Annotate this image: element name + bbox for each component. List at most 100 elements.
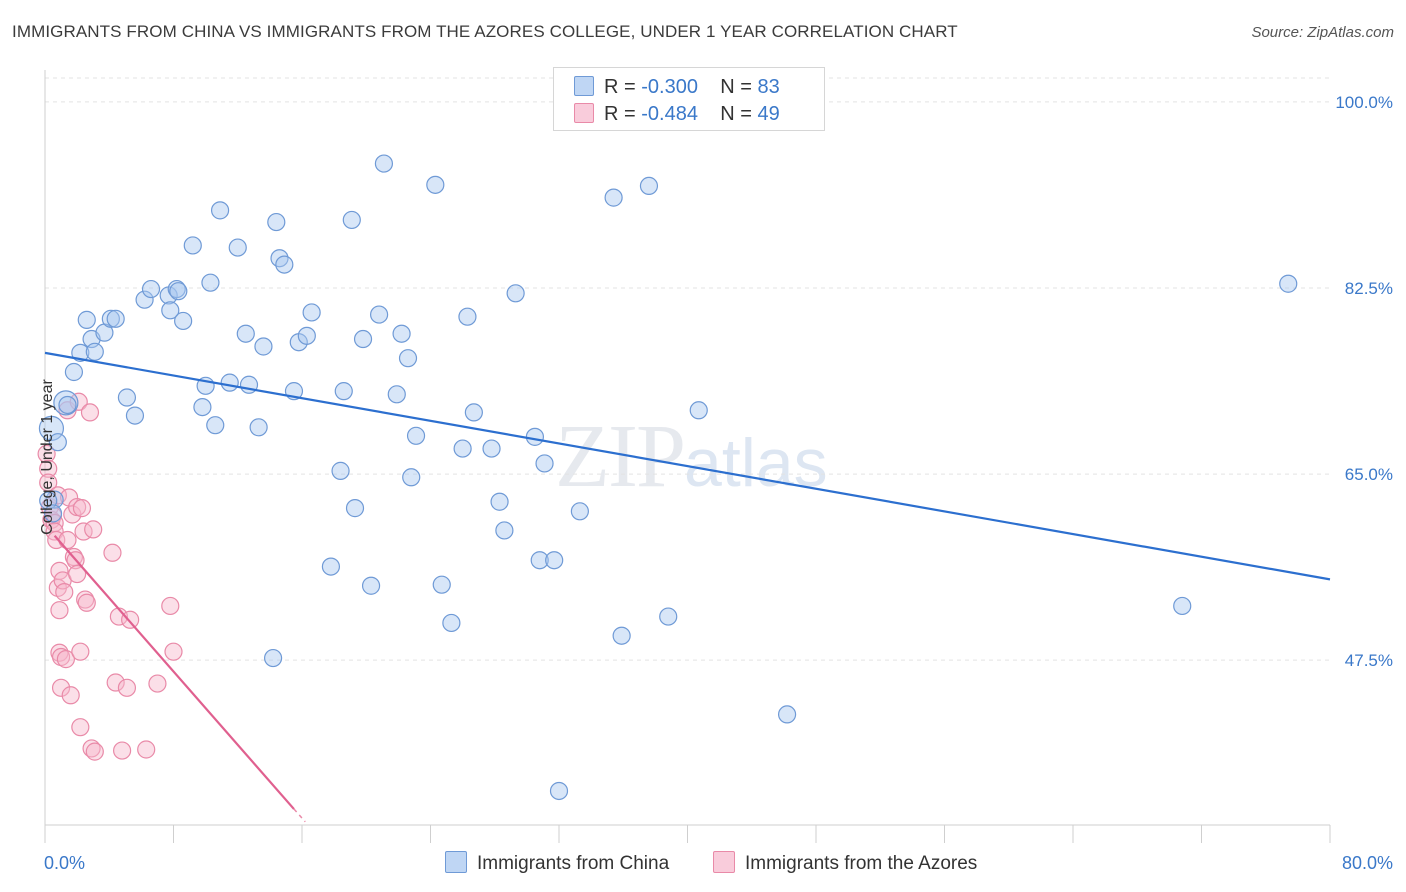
data-point-china: [275, 255, 294, 274]
data-point-china: [374, 154, 394, 173]
data-point-azores: [106, 673, 125, 692]
data-point-china: [45, 490, 64, 509]
data-point-azores: [137, 740, 156, 759]
legend-n-value: 49: [757, 103, 780, 125]
data-point-azores: [148, 674, 167, 693]
data-point-azores: [61, 686, 80, 705]
data-point-china: [506, 284, 525, 303]
data-point-china: [345, 499, 365, 518]
data-point-china: [342, 210, 361, 230]
data-point-china: [639, 176, 659, 196]
legend-swatch-china: [445, 851, 467, 873]
data-point-china: [71, 343, 90, 362]
data-point-china: [201, 273, 220, 292]
data-point-china: [169, 282, 188, 301]
data-point-china: [402, 468, 421, 487]
legend-label-azores: Immigrants from the Azores: [745, 853, 978, 874]
legend-row-china: R = -0.300 N = 83: [574, 76, 780, 99]
data-point-azores: [69, 392, 88, 411]
data-point-china: [334, 382, 353, 401]
data-point-azores: [55, 583, 74, 602]
data-point-china: [210, 201, 230, 220]
trendline-azores-extension: [293, 808, 306, 823]
grid: [45, 77, 1330, 661]
data-point-china: [228, 238, 247, 257]
data-point-china: [495, 521, 514, 540]
data-point-china: [206, 416, 225, 435]
data-point-china: [689, 401, 708, 420]
watermark-zip: ZIP: [555, 407, 686, 506]
x-tick-label: 0.0%: [44, 853, 85, 873]
data-point-china: [38, 415, 65, 441]
data-point-china: [58, 395, 77, 415]
data-point-china: [432, 575, 451, 594]
data-point-azores: [84, 520, 103, 539]
data-point-azores: [37, 444, 56, 463]
legend-swatch-china: [574, 76, 594, 96]
data-point-china: [101, 309, 120, 328]
data-point-china: [464, 403, 483, 422]
data-point-china: [398, 349, 418, 368]
data-point-china: [545, 551, 564, 570]
trendline-azores: [53, 535, 295, 810]
watermark-atlas: atlas: [684, 425, 828, 501]
legend-swatch-azores: [574, 103, 594, 123]
data-point-china: [406, 426, 426, 445]
data-point-china: [106, 309, 125, 328]
legend-label-china: Immigrants from China: [477, 853, 670, 874]
data-point-china: [1279, 274, 1298, 293]
data-point-azores: [50, 601, 69, 620]
axes: [44, 70, 1331, 843]
legend-item-china[interactable]: Immigrants from China: [445, 851, 669, 875]
chart-title: IMMIGRANTS FROM CHINA VS IMMIGRANTS FROM…: [12, 22, 958, 41]
data-point-azores: [39, 459, 58, 478]
data-point-china: [482, 439, 501, 458]
legend-item-azores[interactable]: Immigrants from the Azores: [713, 851, 977, 875]
data-point-azores: [161, 596, 180, 616]
data-point-azores: [164, 642, 183, 661]
legend-swatch-azores: [713, 851, 735, 873]
data-point-azores: [103, 543, 122, 562]
data-point-china: [392, 324, 411, 343]
legend-r-label: R =: [604, 76, 642, 98]
y-tick-label: 47.5%: [1345, 651, 1393, 670]
y-tick-label: 65.0%: [1345, 465, 1393, 484]
data-point-china: [297, 326, 316, 345]
legend-r-value: -0.300: [641, 76, 698, 98]
data-point-china: [302, 303, 321, 322]
y-tick-label: 82.5%: [1345, 279, 1393, 298]
data-point-china: [490, 492, 509, 511]
stats-legend: R = -0.300 N = 83 R = -0.484 N = 49: [553, 67, 825, 131]
data-point-azores: [85, 742, 104, 761]
data-point-china: [161, 301, 180, 320]
watermark: ZIPatlas: [555, 405, 828, 508]
trendline-china: [44, 351, 1331, 581]
data-point-china: [612, 626, 631, 645]
data-point-china: [535, 454, 554, 473]
data-point-china: [220, 373, 239, 392]
data-point-azores: [117, 678, 137, 697]
y-tick-label: 100.0%: [1335, 93, 1393, 112]
legend-r-value: -0.484: [641, 103, 698, 125]
data-point-china: [85, 342, 104, 361]
data-point-china: [442, 613, 461, 633]
source-credit: Source: ZipAtlas.com: [1251, 24, 1394, 41]
data-point-azores: [76, 590, 95, 609]
data-point-azores: [71, 642, 90, 661]
data-point-azores: [80, 403, 100, 422]
data-point-china: [549, 781, 569, 801]
legend-r-label: R =: [604, 103, 642, 125]
data-point-china: [604, 188, 623, 207]
tick-labels: 47.5% 65.0% 82.5% 100.0% 0.0% 80.0%: [44, 93, 1393, 873]
data-point-china: [458, 307, 477, 326]
trendlines: [44, 351, 1331, 823]
data-point-china: [370, 305, 389, 324]
x-tick-label: 80.0%: [1342, 853, 1393, 873]
legend-n-value: 83: [757, 76, 780, 98]
data-point-china: [453, 439, 472, 458]
data-point-china: [43, 504, 63, 523]
data-point-azores: [51, 678, 71, 697]
data-point-china: [48, 433, 67, 452]
series-azores: [37, 392, 183, 761]
data-point-azores: [72, 499, 92, 518]
